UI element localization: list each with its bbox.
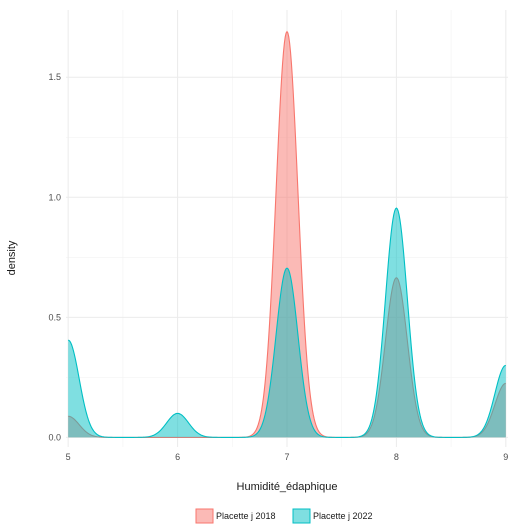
y-tick-label: 0.5: [48, 312, 61, 322]
x-tick-label: 8: [394, 452, 399, 462]
legend-label-1: Placette j 2018: [216, 511, 276, 521]
legend-key-2: [292, 508, 311, 524]
y-tick-label: 0.0: [48, 432, 61, 442]
x-axis-title: Humidité_édaphique: [237, 481, 338, 493]
legend-key-1: [195, 508, 214, 524]
axis-ticks: 5 6 7 8 9 0.0 0.5 1.0 1.5: [48, 72, 508, 462]
x-tick-label: 9: [503, 452, 508, 462]
density-line-2: [68, 207, 506, 438]
x-tick-label: 5: [66, 452, 71, 462]
legend: Placette j 2018 Placette j 2022: [195, 508, 373, 524]
y-tick-label: 1.5: [48, 72, 61, 82]
y-axis-title: density: [6, 240, 18, 275]
legend-label-2: Placette j 2022: [313, 511, 373, 521]
x-tick-label: 6: [175, 452, 180, 462]
y-tick-label: 1.0: [48, 192, 61, 202]
density-area-2: [68, 208, 506, 438]
x-tick-label: 7: [284, 452, 289, 462]
density-areas: [68, 30, 506, 438]
